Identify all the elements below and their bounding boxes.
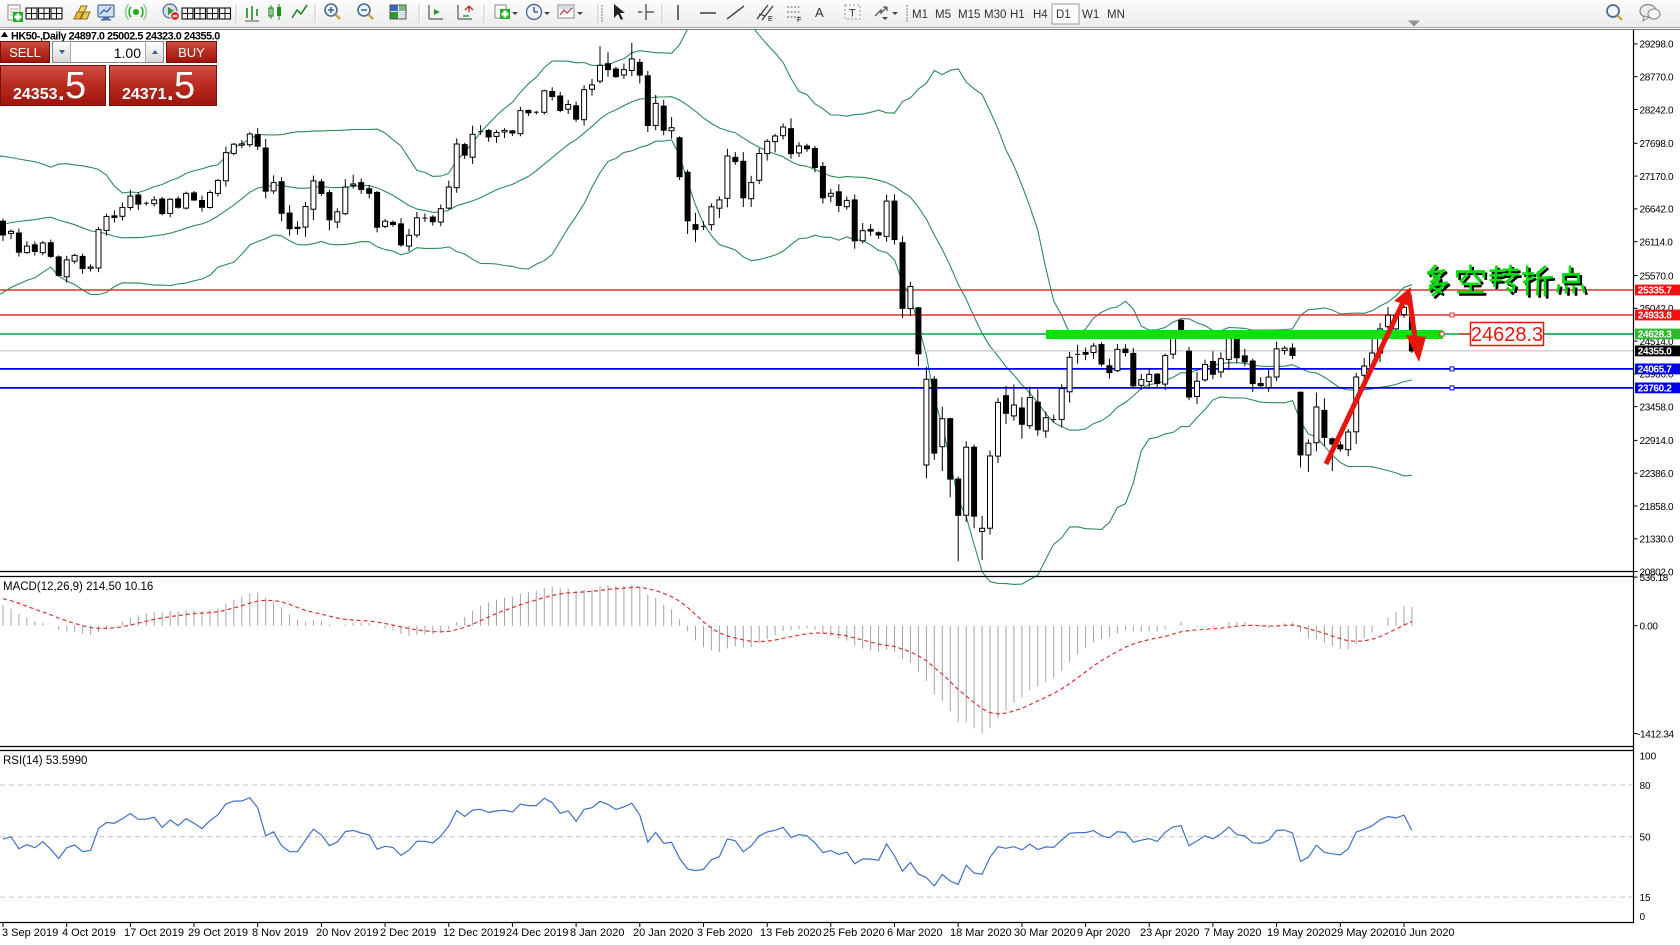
svg-text:23 Apr 2020: 23 Apr 2020 — [1140, 927, 1199, 939]
svg-text:M30: M30 — [984, 9, 1006, 21]
svg-text:17 Oct 2019: 17 Oct 2019 — [124, 927, 184, 939]
svg-text:23458.0: 23458.0 — [1640, 402, 1674, 413]
svg-text:22386.0: 22386.0 — [1640, 469, 1674, 480]
svg-text:HK50-,Daily 24897.0 25002.5 2: HK50-,Daily 24897.0 25002.5 24323.0 2435… — [11, 31, 220, 43]
svg-text:29 Oct 2019: 29 Oct 2019 — [188, 927, 248, 939]
svg-text:24628.3: 24628.3 — [1638, 330, 1672, 341]
svg-text:50: 50 — [1640, 833, 1652, 844]
svg-text:25 Feb 2020: 25 Feb 2020 — [823, 927, 885, 939]
svg-text:24933.8: 24933.8 — [1638, 311, 1672, 322]
svg-text:F: F — [797, 17, 801, 24]
svg-text:13 Feb 2020: 13 Feb 2020 — [760, 927, 822, 939]
svg-text:20 Nov 2019: 20 Nov 2019 — [316, 927, 378, 939]
svg-text:24355.0: 24355.0 — [1638, 347, 1672, 358]
svg-text:24065.7: 24065.7 — [1638, 365, 1672, 376]
svg-text:25335.7: 25335.7 — [1638, 286, 1672, 297]
svg-text:6 Mar 2020: 6 Mar 2020 — [887, 927, 943, 939]
svg-text:MN: MN — [1107, 9, 1125, 21]
svg-text:D1: D1 — [1056, 9, 1071, 21]
svg-text:T: T — [849, 8, 856, 20]
svg-text:7 May 2020: 7 May 2020 — [1204, 927, 1261, 939]
svg-text:28242.0: 28242.0 — [1640, 105, 1674, 116]
svg-text:15: 15 — [1640, 893, 1652, 904]
svg-text:24628.3: 24628.3 — [1471, 324, 1543, 346]
svg-text:M5: M5 — [935, 9, 951, 21]
svg-text:H1: H1 — [1010, 9, 1025, 21]
svg-text:100: 100 — [1640, 752, 1657, 763]
svg-text:2 Dec 2019: 2 Dec 2019 — [380, 927, 436, 939]
svg-text:12 Dec 2019: 12 Dec 2019 — [443, 927, 505, 939]
svg-text:0: 0 — [1640, 912, 1646, 923]
svg-text:3 Sep 2019: 3 Sep 2019 — [2, 927, 58, 939]
svg-text:M1: M1 — [912, 9, 928, 21]
svg-text:MACD(12,26,9) 214.50 10.16: MACD(12,26,9) 214.50 10.16 — [3, 581, 153, 593]
svg-text:M15: M15 — [958, 9, 980, 21]
svg-text:29298.0: 29298.0 — [1640, 40, 1674, 51]
svg-text:21330.0: 21330.0 — [1640, 535, 1674, 546]
svg-text:30 Mar 2020: 30 Mar 2020 — [1014, 927, 1076, 939]
svg-text:28770.0: 28770.0 — [1640, 73, 1674, 84]
svg-text:26114.0: 26114.0 — [1640, 238, 1674, 249]
svg-text:26642.0: 26642.0 — [1640, 205, 1674, 216]
svg-text:20802.0: 20802.0 — [1640, 567, 1674, 578]
svg-text:19 May 2020: 19 May 2020 — [1267, 927, 1331, 939]
svg-text:8 Nov 2019: 8 Nov 2019 — [252, 927, 308, 939]
svg-text:27170.0: 27170.0 — [1640, 172, 1674, 183]
svg-text:29 May 2020: 29 May 2020 — [1331, 927, 1395, 939]
svg-text:H4: H4 — [1033, 9, 1048, 21]
svg-text:27698.0: 27698.0 — [1640, 139, 1674, 150]
svg-text:8 Jan 2020: 8 Jan 2020 — [570, 927, 624, 939]
svg-text:A: A — [815, 5, 824, 20]
svg-text:23986.0: 23986.0 — [1640, 370, 1674, 381]
svg-text:9 Apr 2020: 9 Apr 2020 — [1077, 927, 1130, 939]
svg-text:4 Oct 2019: 4 Oct 2019 — [62, 927, 116, 939]
svg-text:20 Jan 2020: 20 Jan 2020 — [633, 927, 694, 939]
svg-text:22914.0: 22914.0 — [1640, 436, 1674, 447]
svg-text:80: 80 — [1640, 781, 1652, 792]
svg-text:21858.0: 21858.0 — [1640, 502, 1674, 513]
svg-text:W1: W1 — [1082, 9, 1099, 21]
svg-text:24514.0: 24514.0 — [1640, 337, 1674, 348]
svg-text:RSI(14) 53.5990: RSI(14) 53.5990 — [3, 755, 87, 767]
svg-text:18 Mar 2020: 18 Mar 2020 — [950, 927, 1012, 939]
svg-text:24 Dec 2019: 24 Dec 2019 — [506, 927, 568, 939]
svg-text:23760.2: 23760.2 — [1638, 384, 1672, 395]
svg-text:25570.0: 25570.0 — [1640, 271, 1674, 282]
svg-text:0.00: 0.00 — [1640, 622, 1659, 633]
svg-text:10 Jun 2020: 10 Jun 2020 — [1394, 927, 1455, 939]
svg-text:536.18: 536.18 — [1640, 573, 1669, 584]
svg-text:3 Feb 2020: 3 Feb 2020 — [697, 927, 753, 939]
svg-text:-1412.34: -1412.34 — [1637, 730, 1674, 741]
svg-text:E: E — [768, 16, 773, 23]
